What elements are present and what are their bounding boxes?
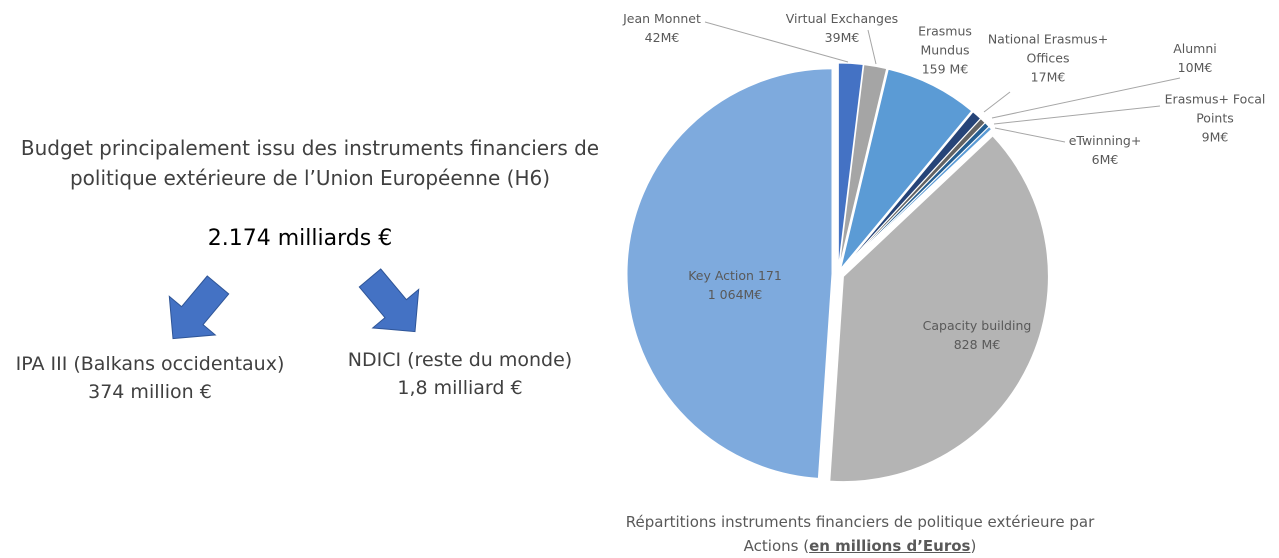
leader-line bbox=[983, 91, 1011, 113]
slice-name: eTwinning+ bbox=[1068, 133, 1142, 148]
slice-value: 17M€ bbox=[1030, 69, 1066, 85]
slice-label: Erasmus+ Focal Points 9M€ bbox=[1155, 90, 1275, 147]
slice-value: 42M€ bbox=[644, 30, 680, 45]
slice-label: Key Action 171 1 064M€ bbox=[665, 266, 805, 304]
slice-label: Jean Monnet 42M€ bbox=[602, 9, 722, 47]
branch: NDICI (reste du monde) 1,8 milliard € bbox=[310, 346, 610, 402]
slice-name: Key Action 171 bbox=[688, 268, 782, 283]
branch-name: NDICI (reste du monde) bbox=[347, 349, 573, 371]
slice-name: Capacity building bbox=[922, 318, 1032, 333]
total: 2.174 milliards € bbox=[207, 226, 393, 251]
branch-amount: 1,8 milliard € bbox=[397, 377, 523, 399]
slice-value: 9M€ bbox=[1201, 129, 1229, 145]
arrow-left bbox=[168, 275, 230, 340]
leader-lines bbox=[704, 21, 1181, 143]
slice-label: National Erasmus+ Offices 17M€ bbox=[973, 30, 1123, 87]
leader-line bbox=[704, 21, 849, 63]
slice-label: Erasmus Mundus 159 M€ bbox=[905, 22, 985, 79]
leader-line bbox=[993, 105, 1161, 125]
caption-text: ) bbox=[970, 537, 977, 555]
slice-label: eTwinning+ 6M€ bbox=[1060, 131, 1150, 169]
slice-name: Erasmus+ Focal Points bbox=[1164, 91, 1266, 126]
branch-amount: 374 million € bbox=[88, 381, 212, 403]
slice-name: Virtual Exchanges bbox=[785, 11, 899, 26]
pie-slice bbox=[841, 125, 993, 271]
slice-value: 828 M€ bbox=[953, 337, 1001, 352]
caption-emphasis: en millions d’Euros bbox=[809, 537, 971, 555]
slice-name: Jean Monnet bbox=[623, 11, 701, 26]
slice-value: 6M€ bbox=[1091, 152, 1119, 167]
pie-slice bbox=[840, 68, 973, 269]
slice-value: 159 M€ bbox=[921, 61, 969, 77]
arrow-right bbox=[358, 268, 420, 333]
caption-text: Répartitions instruments financiers de p… bbox=[625, 513, 1095, 555]
pie-slice bbox=[829, 135, 1049, 483]
slice-name: Erasmus Mundus bbox=[918, 23, 972, 58]
leader-line bbox=[867, 29, 877, 65]
caption: Répartitions instruments financiers de p… bbox=[600, 510, 1120, 558]
branch-name: IPA III (Balkans occidentaux) bbox=[15, 353, 285, 375]
slice-label: Capacity building 828 M€ bbox=[907, 316, 1047, 354]
slice-name: National Erasmus+ Offices bbox=[987, 31, 1109, 66]
leader-line bbox=[991, 77, 1181, 119]
pie-slice bbox=[837, 62, 864, 269]
slice-value: 1 064M€ bbox=[707, 287, 763, 302]
pie-slice bbox=[838, 64, 888, 269]
slice-label: Virtual Exchanges 39M€ bbox=[772, 9, 912, 47]
branch: IPA III (Balkans occidentaux) 374 millio… bbox=[0, 350, 300, 406]
slice-value: 10M€ bbox=[1177, 60, 1213, 75]
slice-value: 39M€ bbox=[824, 30, 860, 45]
leader-line bbox=[994, 127, 1066, 143]
slice-label: Alumni 10M€ bbox=[1155, 39, 1235, 77]
slice-name: Alumni bbox=[1173, 41, 1217, 56]
left-title: Budget principalement issu des instrumen… bbox=[20, 136, 600, 190]
pie-slice bbox=[626, 68, 833, 479]
